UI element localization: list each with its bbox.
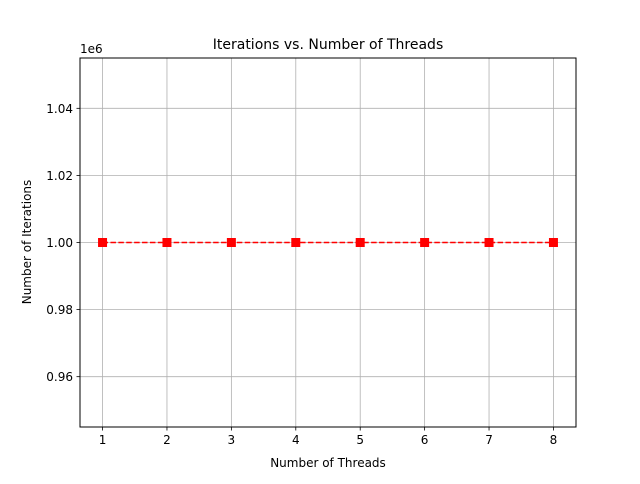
x-tick-label: 3 <box>228 433 236 447</box>
data-point-marker <box>355 238 365 247</box>
y-tick-label: 1.02 <box>46 169 73 183</box>
tick-layer: 1 2 3 4 5 6 7 8 0.96 0.98 1.00 1.02 1.04 <box>46 102 557 447</box>
data-point-marker <box>420 238 430 247</box>
data-point-marker <box>226 238 236 247</box>
y-tick-label: 1.04 <box>46 102 73 116</box>
y-tick-label: 1.00 <box>46 236 73 250</box>
series-layer <box>98 238 558 247</box>
x-tick-label: 7 <box>485 433 493 447</box>
x-tick-label: 8 <box>550 433 558 447</box>
data-point-marker <box>98 238 108 247</box>
data-point-marker <box>291 238 301 247</box>
y-axis-label: Number of Iterations <box>20 180 34 305</box>
x-axis-label: Number of Threads <box>270 456 386 470</box>
x-tick-label: 2 <box>163 433 171 447</box>
data-point-marker <box>162 238 172 247</box>
x-tick-label: 4 <box>292 433 300 447</box>
y-tick-label: 0.98 <box>46 303 73 317</box>
chart-title: Iterations vs. Number of Threads <box>213 37 444 53</box>
data-point-marker <box>548 238 558 247</box>
x-tick-label: 6 <box>421 433 429 447</box>
data-point-marker <box>484 238 494 247</box>
x-tick-label: 5 <box>356 433 364 447</box>
y-tick-label: 0.96 <box>46 370 73 384</box>
y-offset-label: 1e6 <box>80 42 103 56</box>
x-tick-label: 1 <box>99 433 107 447</box>
